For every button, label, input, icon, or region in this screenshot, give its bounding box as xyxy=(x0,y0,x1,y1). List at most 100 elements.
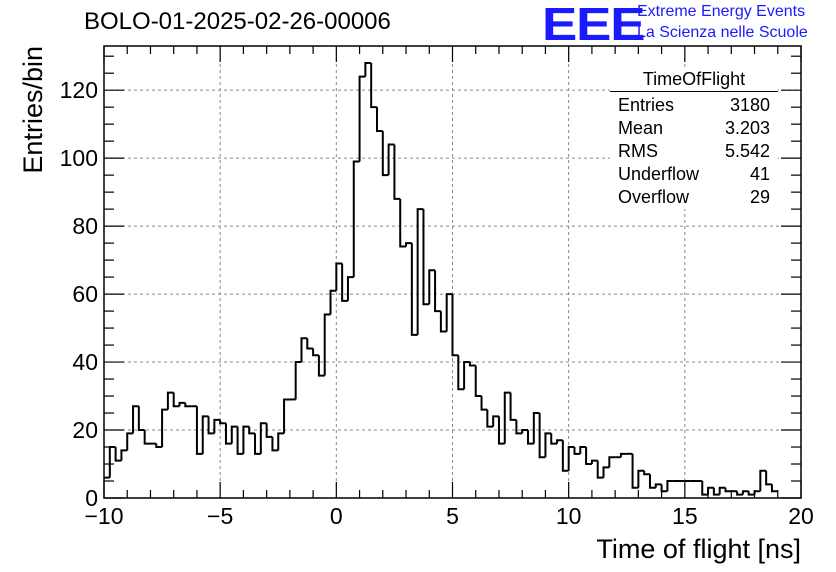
stats-row-overflow: Overflow 29 xyxy=(610,186,778,209)
histogram-bin xyxy=(463,361,470,390)
histogram-bin xyxy=(736,491,743,496)
histogram-bin xyxy=(503,391,511,444)
histogram-bin xyxy=(306,338,314,350)
histogram-bin xyxy=(573,447,581,455)
stats-value: 3.203 xyxy=(724,118,770,138)
histogram-bin xyxy=(271,436,279,452)
histogram-series xyxy=(104,61,778,496)
histogram-bin xyxy=(259,422,267,454)
histogram-bin xyxy=(399,198,407,248)
histogram-bin xyxy=(416,208,424,335)
histogram-bin xyxy=(254,433,261,455)
stats-label: Mean xyxy=(618,118,664,138)
stats-box-title: TimeOfFlight xyxy=(610,68,778,92)
histogram-bin xyxy=(236,426,244,455)
y-tick-label: 120 xyxy=(60,77,98,103)
histogram-bin xyxy=(759,469,767,492)
histogram-bin xyxy=(422,209,430,306)
y-tick-label: 80 xyxy=(72,213,98,239)
x-tick-label: −5 xyxy=(207,503,233,529)
histogram-bin xyxy=(155,443,163,449)
chart-title: BOLO-01-2025-02-26-00006 xyxy=(84,8,391,35)
x-tick-label: 10 xyxy=(556,503,582,529)
histogram-bin xyxy=(439,311,447,333)
histogram-bin xyxy=(567,446,575,471)
histogram-bin xyxy=(718,486,726,495)
histogram-bin xyxy=(585,447,592,466)
histogram-bin xyxy=(242,425,250,454)
histogram-bin xyxy=(352,160,360,278)
histogram-bin xyxy=(445,293,453,332)
histogram-bin xyxy=(277,432,285,451)
histogram-bin xyxy=(294,361,302,400)
histogram-bin xyxy=(137,406,145,432)
histogram-bin xyxy=(405,242,412,247)
histogram-bin xyxy=(492,415,499,427)
histogram-bin xyxy=(451,294,459,357)
histogram-bin xyxy=(172,392,180,408)
histogram-bin xyxy=(323,313,331,376)
histogram-bin xyxy=(561,440,569,472)
histogram-bin xyxy=(410,243,418,336)
x-tick-label: 5 xyxy=(446,503,459,529)
x-tick-label: −10 xyxy=(84,503,123,529)
histogram-bin xyxy=(341,263,348,302)
histogram-bin xyxy=(248,426,256,435)
histogram-bin xyxy=(515,419,523,435)
histogram-bin xyxy=(346,276,354,301)
histogram-bin xyxy=(596,460,604,479)
histogram-bin xyxy=(654,483,662,488)
histogram-bin xyxy=(317,355,325,377)
y-axis-label: Entries/bin xyxy=(18,46,48,174)
stats-row-underflow: Underflow 41 xyxy=(610,163,778,186)
histogram-bin xyxy=(114,447,122,462)
histogram-bin xyxy=(648,474,656,489)
stats-row-rms: RMS 5.542 xyxy=(610,140,778,163)
histogram-bin xyxy=(265,423,273,438)
x-tick-label: 15 xyxy=(672,503,698,529)
y-tick-label: 40 xyxy=(72,349,98,375)
histogram-bin xyxy=(387,143,395,176)
y-tick-label: 100 xyxy=(60,145,98,171)
histogram-bin xyxy=(486,409,494,428)
y-tick-label: 60 xyxy=(72,281,98,307)
x-tick-label: 0 xyxy=(330,503,343,529)
histogram-bin xyxy=(329,289,337,315)
histogram-bin xyxy=(166,391,174,410)
histogram-bin xyxy=(126,432,134,451)
histogram-bin xyxy=(527,430,534,445)
stats-label: Underflow xyxy=(618,164,700,184)
histogram-bin xyxy=(544,432,552,458)
histogram-bin xyxy=(195,406,203,455)
stats-label: RMS xyxy=(618,141,658,161)
histogram-bin xyxy=(230,425,238,444)
histogram-bin xyxy=(643,470,650,476)
histogram-bin xyxy=(712,487,720,496)
histogram-bin xyxy=(480,396,488,411)
histogram-bin xyxy=(532,412,540,444)
histogram-bin xyxy=(701,481,709,496)
histogram-bin xyxy=(201,415,209,454)
histogram-bin xyxy=(358,75,366,162)
histogram-bin xyxy=(300,337,308,363)
histogram-bin xyxy=(219,419,226,425)
tick-labels: −10 −5 0 5 10 15 20 0 20 40 60 80 100 120 xyxy=(60,77,814,529)
histogram-bin xyxy=(161,408,168,448)
histogram-bin xyxy=(207,416,215,435)
histogram-bin xyxy=(393,144,401,200)
eee-logo: EEE xyxy=(542,0,646,50)
histogram-bin xyxy=(428,269,436,305)
histogram-bin xyxy=(457,355,465,391)
histogram-bin xyxy=(590,459,598,465)
histogram-bin xyxy=(381,130,389,177)
logo-caption-line1: Extreme Energy Events xyxy=(637,3,806,20)
histogram-bin xyxy=(666,480,674,492)
histogram-bin xyxy=(550,433,558,445)
histogram-bin xyxy=(509,392,517,421)
histogram-bin xyxy=(468,362,476,367)
stats-label: Overflow xyxy=(618,187,690,207)
stats-label: Entries xyxy=(618,95,675,115)
histogram-bin xyxy=(120,449,128,461)
y-tick-label: 0 xyxy=(85,485,98,511)
